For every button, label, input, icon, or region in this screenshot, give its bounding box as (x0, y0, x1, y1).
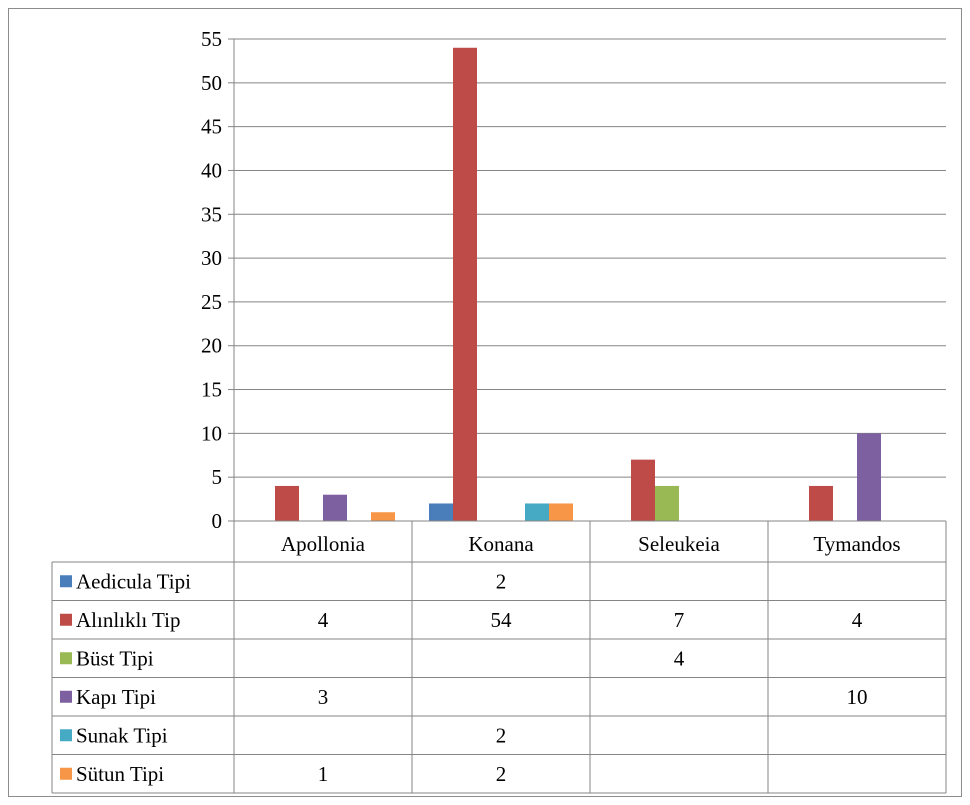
category-label: Apollonia (281, 532, 366, 556)
y-tick-label: 5 (212, 465, 223, 489)
bar (857, 433, 881, 521)
legend-key (60, 613, 72, 626)
bar (525, 503, 549, 521)
table-cell-value: 3 (318, 685, 329, 709)
category-label: Konana (468, 532, 534, 556)
table-cell-value: 2 (496, 723, 507, 747)
legend-label: Alınlıklı Tip (76, 608, 180, 632)
legend-label: Kapı Tipi (76, 685, 156, 709)
table-cell-value: 10 (847, 685, 868, 709)
table-cell-value: 7 (674, 608, 685, 632)
bar (809, 485, 833, 521)
bar (429, 503, 453, 521)
table-cell-value: 4 (674, 646, 685, 670)
bar (655, 485, 679, 521)
legend-key (60, 690, 72, 703)
y-tick-label: 20 (201, 334, 222, 358)
table-cell-value: 54 (491, 608, 513, 632)
legend-label: Aedicula Tipi (76, 569, 191, 593)
table-cell-value: 1 (318, 762, 329, 786)
y-tick-label: 50 (201, 71, 222, 95)
category-label: Seleukeia (638, 532, 720, 556)
bar (371, 512, 395, 521)
legend-label: Büst Tipi (76, 646, 154, 670)
y-tick-label: 35 (201, 202, 222, 226)
y-tick-label: 25 (201, 290, 222, 314)
y-tick-label: 55 (201, 27, 222, 51)
legend-label: Sunak Tipi (76, 723, 168, 747)
legend-key (60, 767, 72, 780)
table-cell-value: 4 (852, 608, 863, 632)
y-tick-label: 40 (201, 158, 222, 182)
bar (275, 485, 299, 521)
legend-key (60, 652, 72, 665)
y-tick-label: 15 (201, 378, 222, 402)
y-tick-label: 10 (201, 421, 222, 445)
table-cell-value: 2 (496, 762, 507, 786)
category-label: Tymandos (813, 532, 900, 556)
bar (631, 459, 655, 521)
legend-key (60, 729, 72, 742)
chart-frame (8, 8, 962, 797)
y-tick-label: 0 (212, 509, 223, 533)
bar (549, 503, 573, 521)
table-cell-value: 4 (318, 608, 329, 632)
legend-label: Sütun Tipi (76, 762, 164, 786)
table-cell-value: 2 (496, 569, 507, 593)
y-tick-label: 30 (201, 246, 222, 270)
bar (323, 494, 347, 521)
bar (453, 47, 477, 521)
legend-key (60, 575, 72, 588)
y-tick-label: 45 (201, 115, 222, 139)
